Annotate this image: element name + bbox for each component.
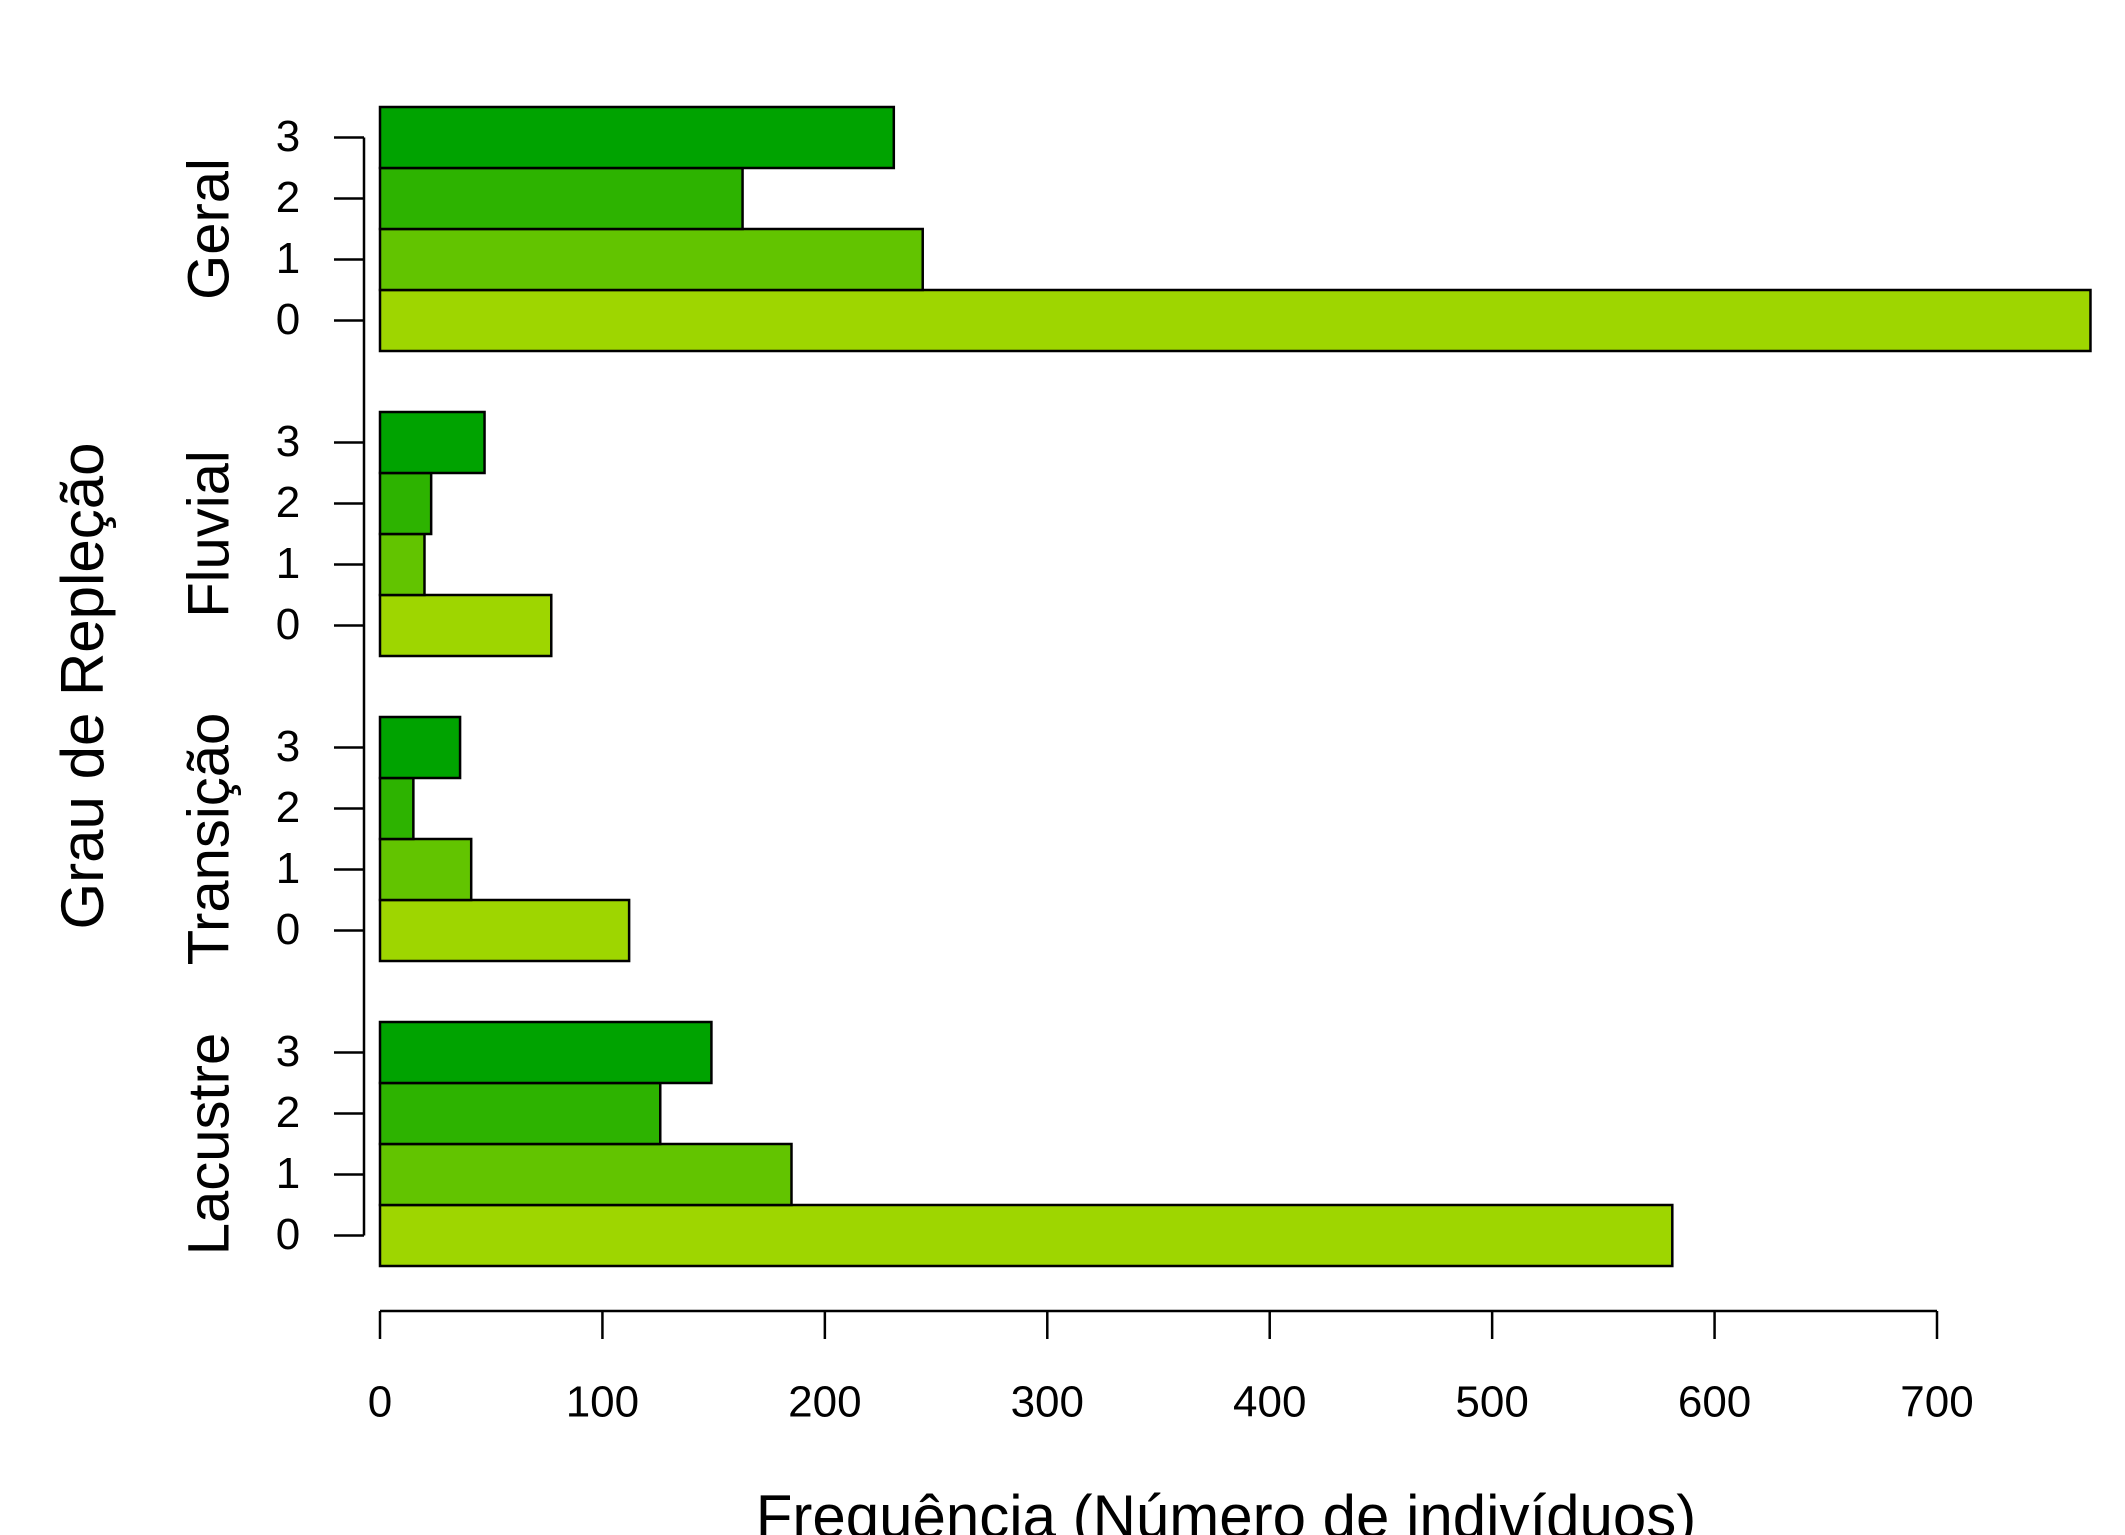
y-axis-title: Grau de Repleção [49,443,116,930]
bar [378,1142,793,1207]
bar [378,715,462,780]
y-tick-label: 3 [276,417,300,466]
x-tick-label: 0 [368,1378,392,1427]
x-tick-label: 500 [1455,1378,1528,1427]
x-tick-label: 300 [1011,1378,1084,1427]
group-label: Transição [176,713,241,966]
y-tick-label: 0 [276,1210,300,1259]
bar [378,1203,1674,1268]
y-tick-label: 3 [276,112,300,161]
y-tick-label: 1 [276,539,300,588]
y-tick-label: 3 [276,722,300,771]
x-tick-label: 700 [1900,1378,1973,1427]
bar [378,166,744,231]
bar [378,105,896,170]
group-label: Lacustre [176,1033,241,1255]
bar [378,532,426,597]
y-tick-label: 1 [276,234,300,283]
bar [378,288,2092,353]
y-tick-label: 0 [276,295,300,344]
bar [378,1081,662,1146]
bar [378,1020,713,1085]
bar [378,837,473,902]
bar [378,410,486,475]
group-label: Geral [176,158,241,300]
y-tick-label: 3 [276,1027,300,1076]
y-tick-label: 2 [276,173,300,222]
bar [378,471,433,536]
group-label: Fluvial [176,450,241,618]
y-tick-label: 0 [276,905,300,954]
x-tick-label: 200 [788,1378,861,1427]
bar [378,898,631,963]
x-axis-title: Frequência (Número de indivíduos) [756,1483,1696,1535]
y-tick-label: 1 [276,1149,300,1198]
y-tick-label: 2 [276,1088,300,1137]
y-tick-label: 0 [276,600,300,649]
bar [378,593,553,658]
x-tick-label: 600 [1678,1378,1751,1427]
y-tick-label: 2 [276,783,300,832]
bar [378,776,415,841]
y-tick-label: 2 [276,478,300,527]
bar [378,227,924,292]
x-tick-label: 100 [566,1378,639,1427]
x-tick-label: 400 [1233,1378,1306,1427]
y-tick-label: 1 [276,844,300,893]
